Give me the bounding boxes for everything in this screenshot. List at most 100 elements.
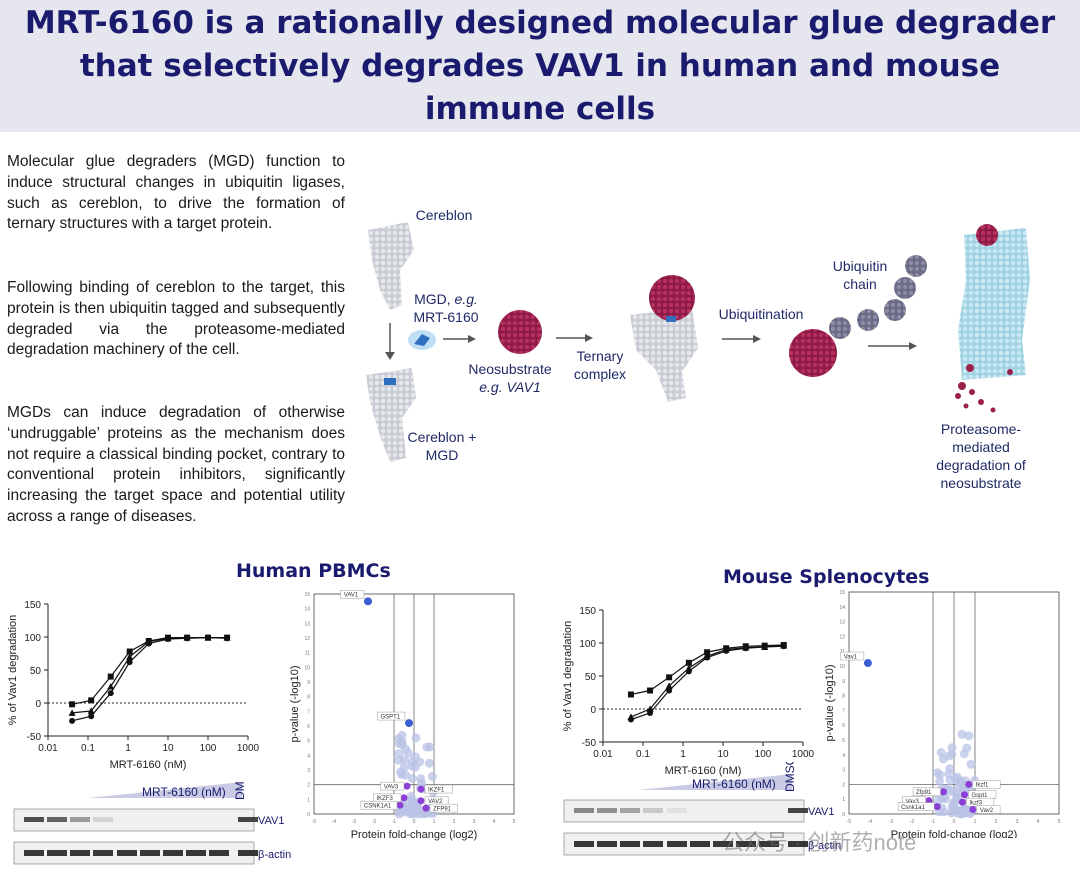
data-point-donor3 (88, 713, 95, 720)
x-tick-label: -1 (931, 819, 936, 825)
x-tick-label: 3 (1016, 819, 1019, 825)
x-tick-label: 2 (453, 819, 456, 825)
page-title: MRT-6160 is a rationally designed molecu… (0, 2, 1080, 131)
actin-band (163, 850, 183, 856)
x-tick-label: 4 (1037, 819, 1040, 825)
y-tick-label: 1 (307, 797, 310, 803)
label-proteasome-line4: neosubstrate (940, 475, 1022, 491)
data-point-donor1 (107, 683, 115, 690)
label-ubiquitin-chain: Ubiquitin chain (820, 257, 900, 293)
actin-band (117, 850, 137, 856)
proteasome-structure (958, 228, 1030, 380)
x-tick-label: 10 (162, 743, 174, 754)
cereblon-structure (368, 222, 414, 310)
background-protein-point (946, 786, 956, 796)
label-mgd-eg: e.g. (454, 291, 478, 307)
label-ubiquitination: Ubiquitination (718, 306, 804, 322)
y-tick-label: 2 (842, 782, 845, 788)
paragraph-undruggable: MGDs can induce degradation of otherwise… (7, 404, 345, 525)
label-mgd: MGD, e.g. MRT-6160 (406, 290, 486, 326)
actin-band (186, 850, 206, 856)
y-axis-label: p-value (-log10) (824, 664, 836, 741)
blot-dmso-label: DMSO (233, 782, 247, 800)
label-neosubstrate-name: Neosubstrate (468, 361, 552, 377)
background-protein-point (966, 759, 976, 769)
protein-label-text: Zfp91 (916, 790, 932, 796)
concentration-wedge (638, 774, 792, 790)
background-protein-point (422, 742, 432, 752)
y-tick-label: 7 (842, 708, 845, 714)
x-tick-label: 0.1 (81, 743, 95, 754)
labeled-protein-point (396, 801, 404, 809)
mgd-bound-marker (384, 378, 396, 385)
y-tick-label: 13 (839, 620, 845, 626)
data-point-donor3 (205, 634, 211, 641)
protein-label-box (380, 781, 405, 791)
y-tick-label: 10 (304, 665, 310, 671)
y-tick-label: 150 (24, 600, 41, 611)
protein-label-box (424, 784, 453, 794)
y-tick-label: -50 (582, 738, 597, 749)
labeled-protein-point (969, 806, 977, 814)
label-ternary-line2: complex (573, 366, 627, 382)
data-point-donor1 (647, 687, 654, 694)
arrow-down-head (385, 352, 395, 360)
data-point-donor1 (126, 653, 134, 660)
x-tick-label: 1000 (237, 743, 260, 754)
background-protein-point (427, 771, 437, 781)
x-tick-label: -2 (910, 819, 915, 825)
x-tick-label: -3 (889, 819, 894, 825)
label-proteasome-line3: degradation of (936, 457, 1026, 473)
ternary-mgd-marker (666, 316, 676, 322)
background-protein-point (394, 749, 404, 759)
protein-label-text: ZFP91 (433, 806, 452, 812)
title-banner: MRT-6160 is a rationally designed molecu… (0, 0, 1080, 132)
data-point-donor3 (224, 635, 231, 642)
y-tick-label: 50 (585, 672, 597, 683)
background-protein-point (407, 773, 417, 783)
dose-response-chart-mouse: -50 0 50 100 150 0.01 0.1 1 10 100 1000 MRT-6160 (n… (562, 606, 815, 777)
x-tick-label: 1 (680, 749, 686, 760)
data-point-donor3 (704, 654, 711, 661)
label-mgd-compound: MRT-6160 (413, 309, 479, 325)
data-point-donor3 (69, 717, 76, 724)
actin-band-label: β-actin (808, 840, 841, 852)
labeled-protein-point (400, 794, 408, 802)
y-axis-label: p-value (-log10) (289, 665, 301, 742)
y-tick-label: 15 (839, 590, 845, 596)
data-point-donor2 (126, 648, 133, 655)
x-tick-label: 3 (473, 819, 476, 825)
x-axis-label: MRT-6160 (nM) (110, 759, 187, 771)
blot-compound-label: MRT-6160 (nM) (692, 777, 776, 791)
labeled-protein-point (422, 804, 430, 812)
y-tick-label: 8 (307, 695, 310, 701)
x-tick-label: -3 (352, 819, 357, 825)
protein-label-text: Vav3 (906, 799, 920, 805)
x-tick-label: 0.1 (636, 749, 650, 760)
labeled-protein-point (417, 785, 425, 793)
x-tick-label: 0.01 (593, 749, 613, 760)
actin-band (667, 841, 687, 847)
x-axis-label: MRT-6160 (nM) (665, 765, 742, 777)
label-cereblon-mgd: Cereblon + MGD (400, 428, 484, 464)
background-protein-point (410, 800, 420, 810)
y-tick-label: 13 (304, 621, 310, 627)
y-tick-label: 2 (307, 783, 310, 789)
actin-band (209, 850, 229, 856)
vav1-band-label: VAV1 (808, 806, 835, 818)
vav1-band-label: VAV1 (258, 815, 285, 827)
actin-band (759, 841, 779, 847)
data-point-donor2 (107, 673, 114, 680)
actin-band (47, 850, 67, 856)
title-line-3: immune cells (424, 91, 656, 127)
y-tick-label: 12 (304, 636, 310, 642)
labeled-protein-point (961, 791, 968, 799)
label-ubiquitin-line2: chain (843, 276, 877, 292)
label-cereblon: Cereblon (415, 207, 473, 223)
blot-dmso-label: DMSO (783, 762, 797, 792)
y-tick-label: 9 (842, 679, 845, 685)
protein-label-text: VAV3 (384, 784, 399, 790)
y-tick-label: 15 (304, 592, 310, 598)
y-tick-label: 9 (307, 680, 310, 686)
y-tick-label: 4 (842, 753, 845, 759)
